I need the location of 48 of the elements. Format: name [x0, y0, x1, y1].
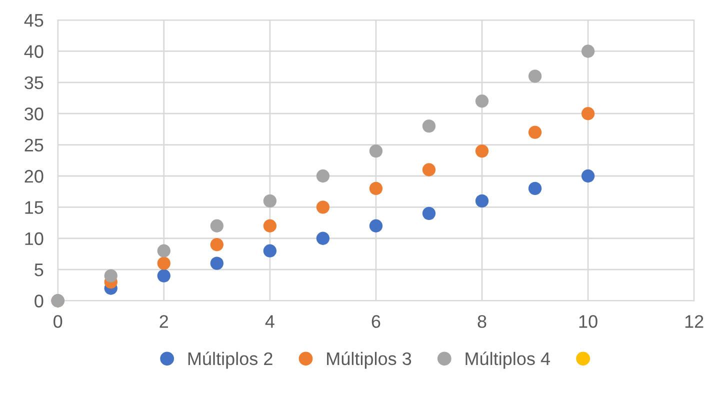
- point: [581, 44, 595, 58]
- x-tick-label: 4: [265, 315, 274, 328]
- y-tick-label: 30: [24, 108, 44, 120]
- x-tick-label: 2: [160, 315, 168, 328]
- y-tick-label: 35: [24, 76, 44, 90]
- x-tick-label: 6: [372, 315, 380, 328]
- point: [157, 269, 170, 282]
- x-tick-label: 10: [579, 315, 598, 328]
- y-tick-label: 5: [34, 264, 44, 276]
- point: [157, 256, 170, 270]
- point: [475, 94, 489, 108]
- y-tick-label: 15: [25, 201, 44, 214]
- x-tick-label: 0: [54, 315, 62, 328]
- point: [581, 107, 595, 120]
- x-tick-label: 8: [478, 315, 486, 328]
- point: [369, 182, 383, 196]
- point: [263, 219, 277, 232]
- point: [581, 169, 595, 183]
- point: [210, 238, 224, 252]
- point: [422, 163, 436, 176]
- point: [210, 256, 224, 270]
- point: [263, 194, 277, 208]
- legend-label: Múltiplos 4: [466, 352, 550, 369]
- x-tick-label: 12: [685, 315, 704, 328]
- point: [422, 206, 436, 220]
- point: [369, 219, 383, 232]
- legend-label: Múltiplos 3: [327, 352, 412, 369]
- y-tick-label: 40: [24, 45, 44, 58]
- point: [316, 232, 330, 245]
- y-tick-label: 0: [34, 294, 44, 308]
- point: [528, 182, 542, 196]
- y-tick-label: 10: [25, 232, 44, 246]
- point: [316, 200, 330, 214]
- y-tick-label: 20: [24, 170, 44, 183]
- point: [104, 269, 118, 282]
- point: [210, 219, 224, 232]
- point: [528, 70, 542, 83]
- point: [528, 126, 542, 139]
- point: [157, 244, 170, 258]
- point: [475, 194, 489, 208]
- point: [263, 244, 277, 258]
- y-tick-label: 25: [24, 138, 44, 152]
- y-tick-label: 45: [24, 14, 44, 27]
- point: [475, 144, 489, 158]
- legend-label: Múltiplos 2: [188, 352, 272, 369]
- point: [316, 169, 330, 183]
- point: [422, 120, 436, 133]
- point: [369, 144, 383, 158]
